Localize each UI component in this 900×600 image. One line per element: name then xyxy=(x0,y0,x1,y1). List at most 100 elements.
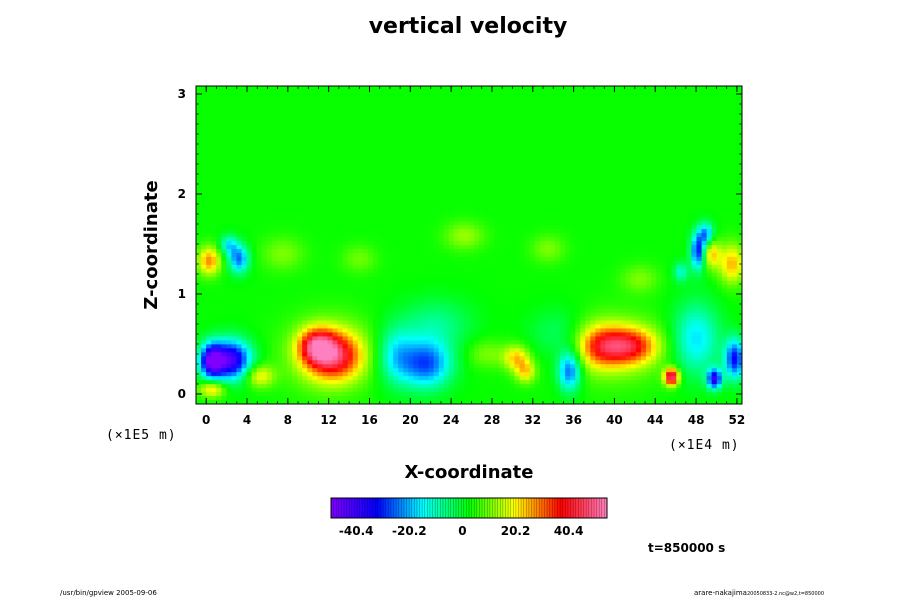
field-cell xyxy=(524,197,531,202)
field-cell xyxy=(554,133,561,139)
field-cell xyxy=(600,225,607,230)
field-cell xyxy=(625,153,632,159)
field-cell xyxy=(261,173,268,179)
field-cell xyxy=(383,248,389,254)
field-cell xyxy=(585,189,591,194)
field-cell xyxy=(216,97,222,103)
field-cell xyxy=(256,233,263,238)
field-cell xyxy=(721,101,728,107)
field-cell xyxy=(539,141,546,147)
field-cell xyxy=(332,129,339,135)
field-cell xyxy=(428,256,435,262)
field-cell xyxy=(484,101,490,107)
field-cell xyxy=(347,149,354,155)
field-cell xyxy=(367,97,374,103)
field-cell xyxy=(590,117,596,123)
field-cell xyxy=(519,101,526,107)
field-cell xyxy=(297,209,303,214)
field-cell xyxy=(651,213,657,218)
field-cell xyxy=(494,217,500,222)
field-cell xyxy=(226,93,232,99)
field-cell xyxy=(479,149,485,155)
field-cell xyxy=(292,209,298,214)
field-cell xyxy=(509,165,516,171)
field-cell xyxy=(271,105,278,111)
field-cell xyxy=(383,141,389,147)
field-cell xyxy=(256,177,263,183)
field-cell xyxy=(681,93,687,99)
field-cell xyxy=(645,117,652,123)
field-cell xyxy=(575,173,581,179)
field-cell xyxy=(337,157,344,163)
field-cell xyxy=(251,233,258,238)
field-cell xyxy=(271,101,278,107)
field-cell xyxy=(352,133,359,139)
field-cell xyxy=(438,133,445,139)
field-cell xyxy=(271,217,278,222)
field-cell xyxy=(266,86,273,91)
field-cell xyxy=(736,165,742,171)
field-cell xyxy=(635,189,642,194)
field-cell xyxy=(322,133,329,139)
field-cell xyxy=(676,149,682,155)
field-cell xyxy=(549,153,556,159)
field-cell xyxy=(458,161,465,167)
field-cell xyxy=(388,264,394,270)
field-cell xyxy=(312,229,318,234)
field-cell xyxy=(342,181,349,186)
field-cell xyxy=(433,129,440,135)
field-cell xyxy=(671,248,677,254)
field-cell xyxy=(246,245,253,250)
field-cell xyxy=(534,252,541,258)
field-cell xyxy=(287,248,293,254)
field-cell xyxy=(438,125,445,131)
field-cell xyxy=(398,213,404,218)
field-cell xyxy=(266,121,273,127)
field-cell xyxy=(196,209,202,214)
field-cell xyxy=(388,221,394,226)
field-cell xyxy=(327,97,334,103)
field-cell xyxy=(337,109,344,115)
field-cell xyxy=(585,225,591,230)
field-cell xyxy=(241,149,248,155)
field-cell xyxy=(276,153,283,159)
field-cell xyxy=(322,145,329,151)
field-cell xyxy=(524,153,531,159)
field-cell xyxy=(297,141,303,147)
field-cell xyxy=(211,260,217,266)
field-cell xyxy=(463,193,470,198)
field-cell xyxy=(590,197,596,202)
field-cell xyxy=(731,161,738,167)
field-cell xyxy=(337,105,344,111)
field-cell xyxy=(206,233,212,238)
field-cell xyxy=(236,225,243,230)
field-cell xyxy=(580,260,586,266)
field-cell xyxy=(666,129,672,135)
field-cell xyxy=(504,105,511,111)
field-cell xyxy=(590,89,596,95)
field-cell xyxy=(706,252,713,258)
field-cell xyxy=(656,264,662,270)
field-cell xyxy=(549,86,556,91)
field-cell xyxy=(357,248,364,254)
field-cell xyxy=(443,113,450,119)
field-cell xyxy=(423,221,430,226)
field-cell xyxy=(544,245,551,250)
field-cell xyxy=(726,185,733,190)
field-cell xyxy=(656,97,662,103)
field-cell xyxy=(489,109,495,115)
field-cell xyxy=(458,181,465,186)
field-cell xyxy=(221,252,227,258)
field-cell xyxy=(317,161,323,167)
field-cell xyxy=(736,252,742,258)
field-cell xyxy=(241,260,248,266)
field-cell xyxy=(393,241,399,246)
field-cell xyxy=(221,193,227,198)
field-cell xyxy=(302,86,308,91)
field-cell xyxy=(408,213,414,218)
field-cell xyxy=(226,193,232,198)
field-cell xyxy=(509,205,516,210)
field-cell xyxy=(544,217,551,222)
field-cell xyxy=(549,93,556,99)
field-cell xyxy=(383,217,389,222)
